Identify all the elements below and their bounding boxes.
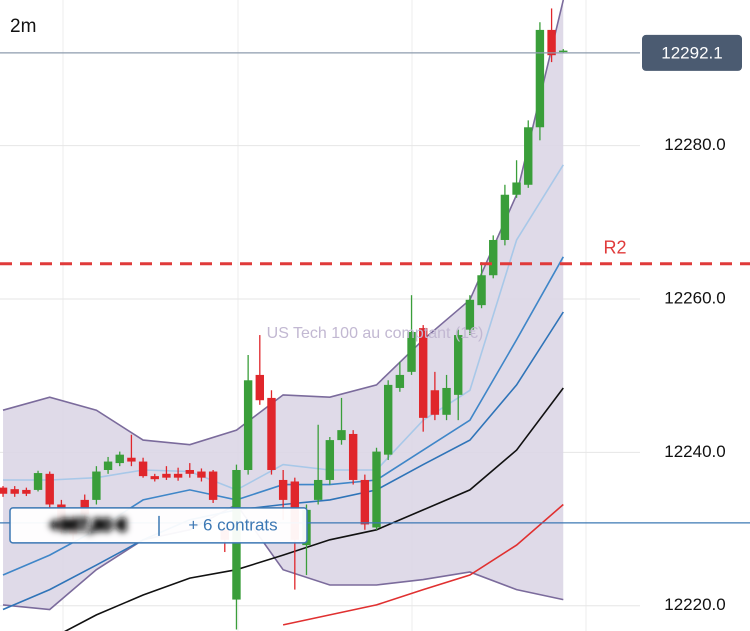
candle-body [127,457,136,462]
resistance-label: R2 [603,237,626,257]
y-tick-label: 12220.0 [664,595,725,614]
candle-body [395,374,405,388]
candle-body [150,476,159,480]
candle-body [10,489,19,494]
watermark: US Tech 100 au comptant (1€) [267,325,484,342]
candle-body [372,451,381,528]
candle-body [45,473,54,505]
band-area [3,0,564,610]
candle-body [325,440,335,480]
candle-body [419,328,428,418]
candle-body [33,473,43,490]
candle-body [337,430,346,441]
candle-body [348,433,358,480]
candle-body [489,239,498,276]
y-tick-label: 12240.0 [664,442,725,461]
ma-line [282,503,564,626]
candle-body [185,469,194,474]
candle-body [115,454,124,464]
candle-body [535,29,545,128]
candle-body [313,479,323,500]
candle-body [0,487,8,494]
candle-body [173,473,183,478]
candle-body [407,331,416,372]
band-lower [2,503,564,611]
candle-body [267,397,276,470]
timeframe-label: 2m [10,16,36,37]
candle-body [162,473,171,478]
last-price-label: 12292.1 [661,43,722,62]
candle-body [465,299,475,330]
candle-body [512,182,521,195]
candle-body [243,380,253,470]
last-price-badge [642,34,742,71]
candle-body [92,471,101,500]
candle-body [103,461,113,470]
candle-body [197,471,206,478]
y-tick-label: 12280.0 [664,135,725,154]
candle-body [383,384,393,455]
candle-body [430,390,440,415]
y-tick-label: 12260.0 [664,289,725,308]
candle-body [524,127,533,185]
candle-body [547,29,556,56]
candle-body [255,374,265,401]
candle-body [278,479,288,500]
candle-body [500,194,510,240]
candle-body [442,387,451,415]
candle-body [559,50,568,53]
candle-body [454,335,463,395]
candle-body [138,461,148,477]
candle-body [22,489,31,494]
candle-body [208,471,218,500]
position-pnl: +367,80 € [50,515,127,534]
position-contracts: + 6 contrats [188,515,277,534]
candle-body [477,275,486,306]
candle-body [360,479,370,525]
ma-line [63,387,564,631]
